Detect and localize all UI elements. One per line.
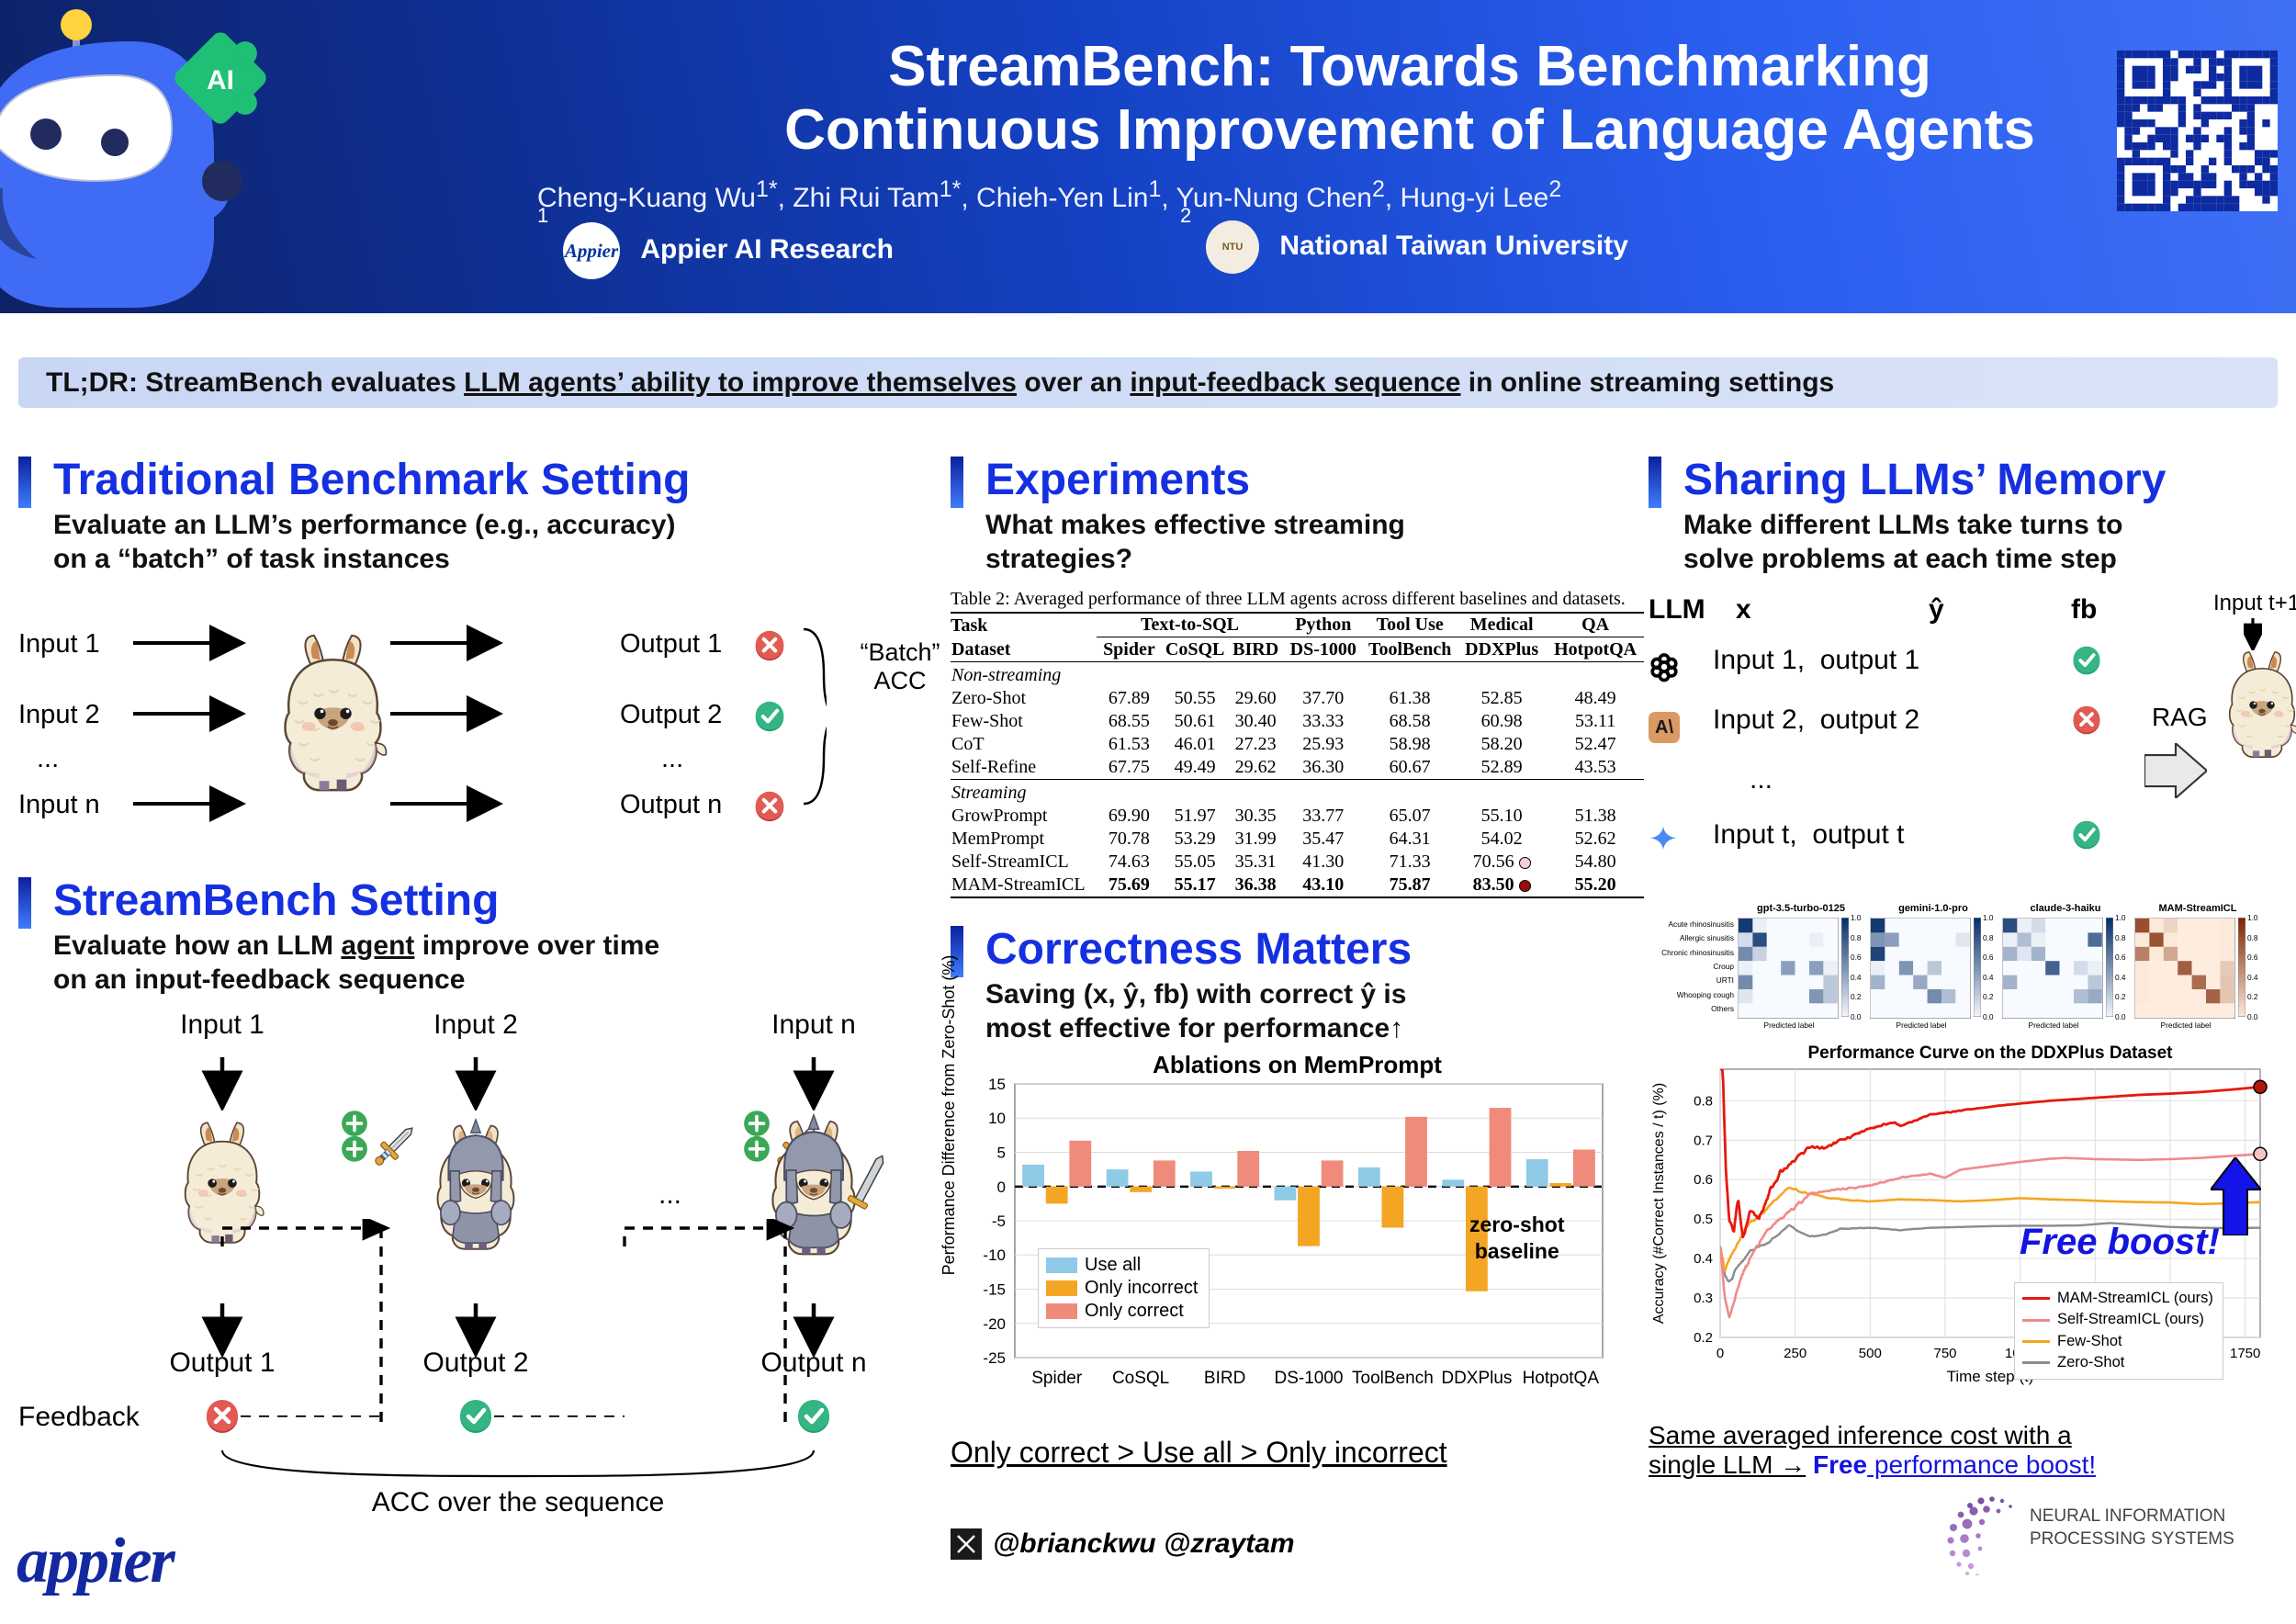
- svg-text:DS-1000: DS-1000: [1275, 1369, 1344, 1388]
- svg-text:-10: -10: [983, 1247, 1006, 1265]
- svg-text:Output 2: Output 2: [620, 700, 722, 729]
- svg-text:...: ...: [661, 744, 683, 773]
- svg-text:0.6: 0.6: [1694, 1172, 1713, 1188]
- svg-text:-20: -20: [983, 1315, 1006, 1333]
- svg-text:750: 750: [1933, 1346, 1956, 1361]
- svg-text:0: 0: [1716, 1346, 1724, 1361]
- svg-text:HotpotQA: HotpotQA: [1523, 1369, 1600, 1388]
- svg-text:-25: -25: [983, 1349, 1006, 1367]
- svg-text:-5: -5: [992, 1212, 1006, 1230]
- svg-text:10: 10: [988, 1111, 1006, 1128]
- svg-text:Output n: Output n: [620, 790, 722, 819]
- svg-text:Output 1: Output 1: [620, 629, 722, 659]
- svg-text:0.4: 0.4: [1694, 1251, 1713, 1267]
- svg-text:250: 250: [1784, 1346, 1806, 1361]
- svg-text:1750: 1750: [2230, 1346, 2260, 1361]
- svg-text:0.3: 0.3: [1694, 1291, 1713, 1306]
- svg-text:BIRD: BIRD: [1204, 1369, 1245, 1388]
- svg-text:AI: AI: [207, 65, 234, 96]
- svg-text:Performance Curve on the DDXPl: Performance Curve on the DDXPlus Dataset: [1807, 1043, 2173, 1063]
- svg-text:15: 15: [988, 1076, 1006, 1093]
- svg-text:Input 1: Input 1: [18, 629, 100, 659]
- svg-text:-15: -15: [983, 1281, 1006, 1299]
- svg-text:Input 2: Input 2: [18, 700, 100, 729]
- svg-text:...: ...: [37, 744, 59, 773]
- svg-text:0.2: 0.2: [1694, 1330, 1713, 1346]
- svg-text:500: 500: [1859, 1346, 1882, 1361]
- svg-text:ToolBench: ToolBench: [1352, 1369, 1434, 1388]
- svg-text:0: 0: [997, 1179, 1006, 1196]
- svg-text:DDXPlus: DDXPlus: [1441, 1369, 1512, 1388]
- svg-text:0.8: 0.8: [1694, 1093, 1713, 1109]
- svg-text:Input n: Input n: [18, 790, 100, 819]
- svg-text:5: 5: [997, 1145, 1006, 1162]
- svg-text:0.7: 0.7: [1694, 1133, 1713, 1148]
- svg-text:Spider: Spider: [1031, 1369, 1083, 1388]
- svg-text:0.5: 0.5: [1694, 1212, 1713, 1227]
- svg-text:CoSQL: CoSQL: [1112, 1369, 1169, 1388]
- svg-text:Accuracy (#Correct Instances /: Accuracy (#Correct Instances / t) (%): [1651, 1083, 1667, 1324]
